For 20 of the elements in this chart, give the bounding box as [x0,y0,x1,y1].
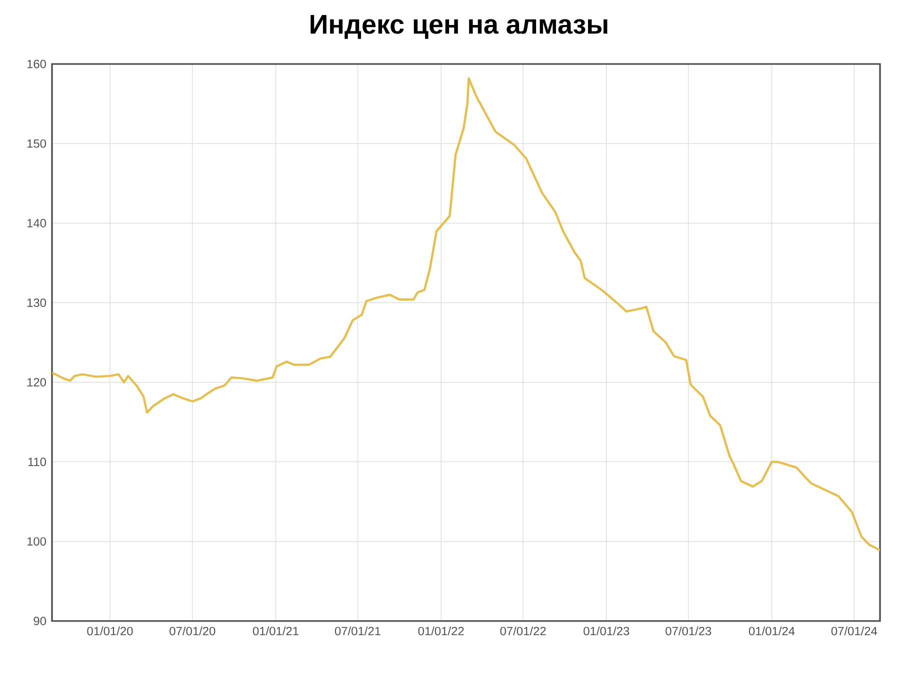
x-tick-label: 01/01/20 [87,626,133,636]
x-tick-label: 07/01/21 [334,626,380,636]
chart-title: Индекс цен на алмазы [310,15,608,39]
x-tick-label: 07/01/20 [170,626,216,636]
x-tick-label: 01/01/24 [748,626,795,636]
x-tick-label: 07/01/23 [666,626,712,636]
x-tick-label: 07/01/22 [500,626,546,636]
y-tick-label: 90 [34,616,46,626]
x-tick-label: 07/01/24 [831,626,878,636]
y-tick-label: 110 [28,458,46,466]
y-tick-label: 100 [27,537,46,546]
y-tick-label: 160 [27,60,46,68]
x-tick-label: 01/01/21 [252,626,298,636]
y-tick-label: 130 [27,298,46,307]
y-tick-label: 140 [27,218,46,228]
y-tick-label: 150 [27,139,46,148]
y-tick-label: 120 [27,378,46,387]
line-series [52,77,880,552]
x-tick-label: 01/01/23 [584,626,630,636]
x-tick-label: 01/01/22 [418,626,464,636]
